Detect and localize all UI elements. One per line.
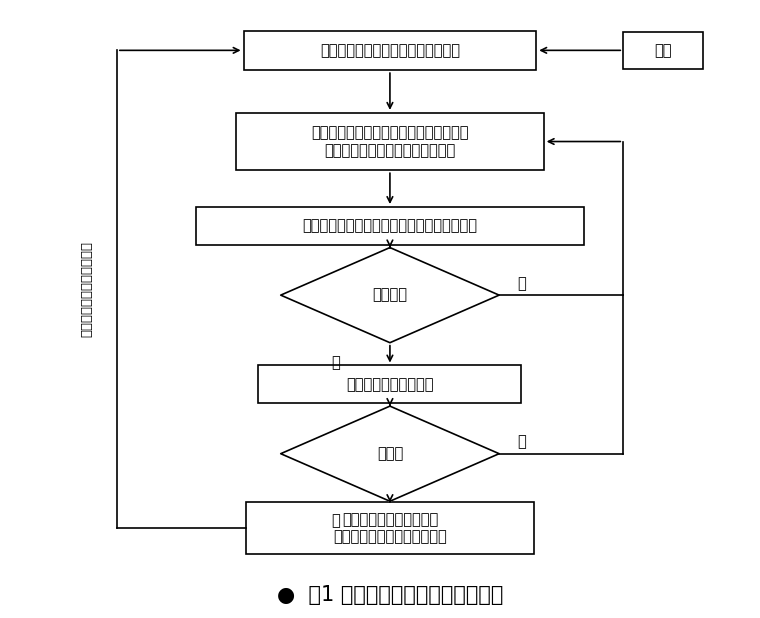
Text: 单元（工序）工程施工（处理）完毽: 单元（工序）工程施工（处理）完毽 [320, 43, 460, 58]
Text: 监理单位审核、签认单元
（工序）工程施工质量评定表: 监理单位审核、签认单元 （工序）工程施工质量评定表 [333, 512, 447, 544]
Bar [258, 365, 521, 403]
Text: 处理: 处理 [654, 43, 672, 58]
Bar [196, 207, 584, 245]
Text: 合格否: 合格否 [377, 446, 403, 461]
Text: 是: 是 [331, 514, 340, 528]
Bar [246, 502, 534, 554]
Text: 是: 是 [331, 355, 340, 370]
Bar [236, 112, 544, 170]
Text: 监理单位审核自检资料是否真实、可靠、完整: 监理单位审核自检资料是否真实、可靠、完整 [302, 218, 477, 233]
Bar [243, 30, 537, 70]
Bar [623, 32, 703, 69]
Text: 审核结果: 审核结果 [372, 287, 407, 303]
Polygon shape [280, 406, 499, 501]
Text: 否: 否 [517, 434, 526, 449]
Text: 否: 否 [517, 276, 526, 290]
Text: 进入下一单元（工序）工程: 进入下一单元（工序）工程 [81, 241, 93, 337]
Polygon shape [280, 248, 499, 343]
Text: 监理单位现场抽样检验: 监理单位现场抽样检验 [346, 377, 434, 392]
Text: ●  图1 单元工程质量检验工作程序图: ● 图1 单元工程质量检验工作程序图 [277, 585, 503, 606]
Text: 施工单位进行自检，作好施工记录，填报
单元（工序）工程施工质量评定表: 施工单位进行自检，作好施工记录，填报 单元（工序）工程施工质量评定表 [311, 125, 469, 158]
